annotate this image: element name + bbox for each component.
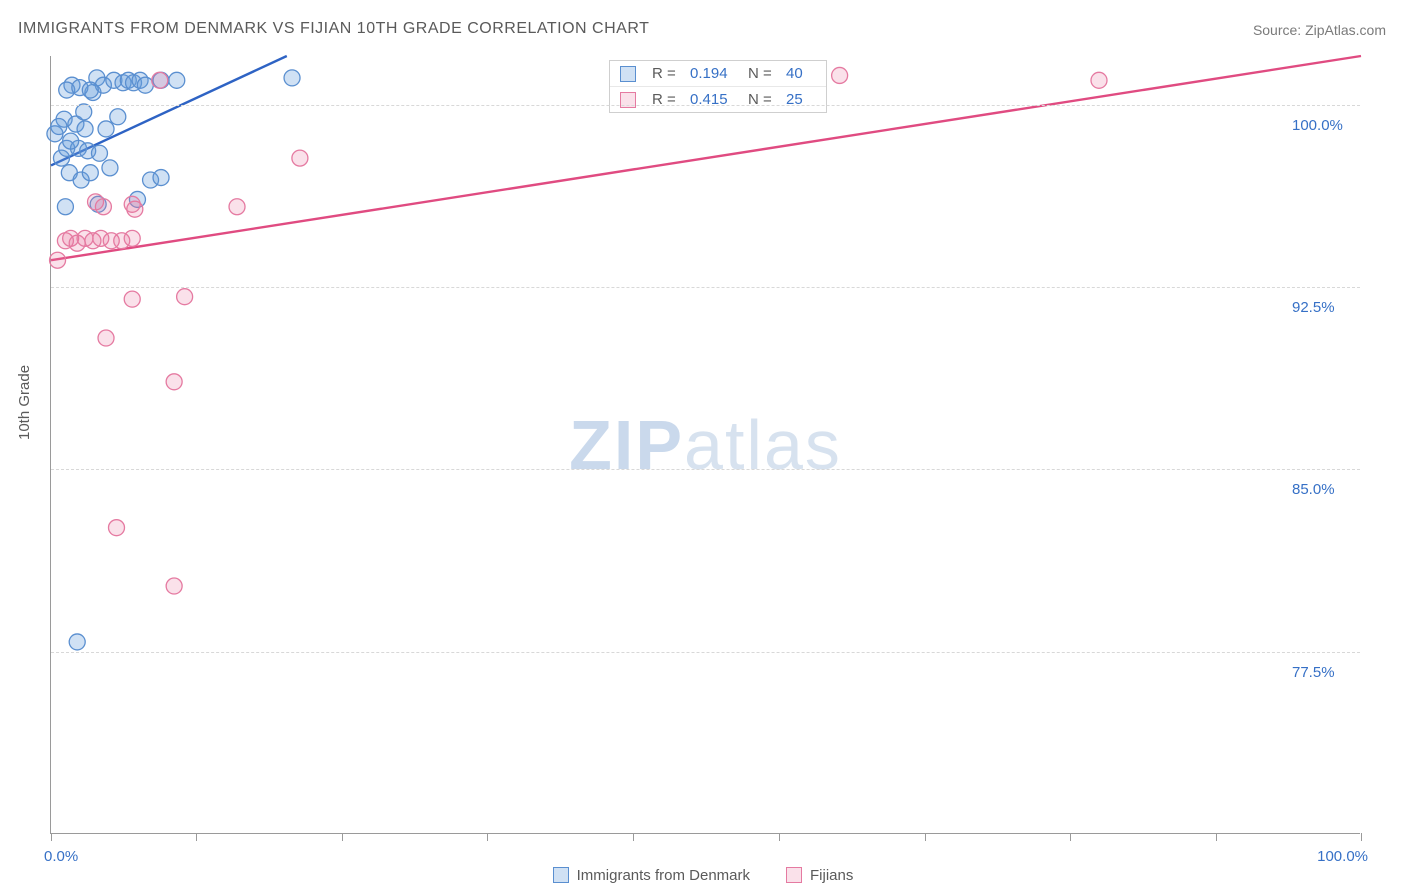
x-tick: [779, 833, 780, 841]
data-point: [166, 578, 182, 594]
x-tick: [342, 833, 343, 841]
x-tick: [51, 833, 52, 841]
data-point: [832, 67, 848, 83]
data-point: [76, 104, 92, 120]
data-point: [229, 199, 245, 215]
data-point: [63, 133, 79, 149]
data-point: [124, 291, 140, 307]
gridline: [51, 105, 1360, 106]
legend-swatch: [620, 66, 636, 82]
data-point: [292, 150, 308, 166]
data-point: [82, 165, 98, 181]
legend-swatch: [553, 867, 569, 883]
source-label: Source:: [1253, 22, 1305, 38]
data-point: [57, 199, 73, 215]
chart-svg: [51, 56, 1360, 833]
data-point: [51, 119, 67, 135]
y-tick-label: 100.0%: [1292, 117, 1343, 134]
data-point: [169, 72, 185, 88]
legend-row: R = 0.194 N = 40: [610, 61, 826, 86]
data-point: [1091, 72, 1107, 88]
x-legend-item: Immigrants from Denmark: [553, 867, 750, 884]
data-point: [152, 72, 168, 88]
x-axis-legend: Immigrants from Denmark Fijians: [0, 867, 1406, 884]
x-tick: [1070, 833, 1071, 841]
data-point: [110, 109, 126, 125]
x-tick: [487, 833, 488, 841]
x-tick: [1361, 833, 1362, 841]
data-point: [177, 289, 193, 305]
data-point: [82, 82, 98, 98]
gridline: [51, 469, 1360, 470]
x-tick: [1216, 833, 1217, 841]
x-legend-item: Fijians: [786, 867, 853, 884]
x-tick: [196, 833, 197, 841]
y-tick-label: 85.0%: [1292, 481, 1335, 498]
x-tick: [633, 833, 634, 841]
data-point: [124, 230, 140, 246]
data-point: [95, 199, 111, 215]
y-tick-label: 92.5%: [1292, 299, 1335, 316]
y-axis-label: 10th Grade: [16, 365, 33, 440]
legend-r-label: R =: [652, 65, 682, 82]
source-attribution: Source: ZipAtlas.com: [1253, 22, 1386, 38]
data-point: [91, 145, 107, 161]
x-min-label: 0.0%: [44, 848, 78, 865]
gridline: [51, 287, 1360, 288]
data-point: [102, 160, 118, 176]
x-legend-label: Fijians: [810, 867, 853, 884]
plot-area: ZIPatlas R =0.194N =40R =0.415N =25: [50, 56, 1360, 834]
x-legend-label: Immigrants from Denmark: [577, 867, 750, 884]
x-max-label: 100.0%: [1317, 848, 1368, 865]
data-point: [109, 520, 125, 536]
data-point: [69, 634, 85, 650]
source-link[interactable]: ZipAtlas.com: [1305, 22, 1386, 38]
data-point: [50, 252, 66, 268]
legend-r-value: 0.194: [690, 65, 740, 82]
data-point: [98, 330, 114, 346]
legend-n-label: N =: [748, 65, 778, 82]
data-point: [284, 70, 300, 86]
data-point: [98, 121, 114, 137]
chart-title: IMMIGRANTS FROM DENMARK VS FIJIAN 10TH G…: [18, 20, 649, 38]
legend-row: R =0.415N =25: [610, 86, 826, 112]
data-point: [137, 77, 153, 93]
gridline: [51, 652, 1360, 653]
data-point: [153, 170, 169, 186]
legend-n-value: 40: [786, 65, 816, 82]
data-point: [77, 121, 93, 137]
legend-swatch: [786, 867, 802, 883]
data-point: [166, 374, 182, 390]
data-point: [124, 196, 140, 212]
x-tick: [925, 833, 926, 841]
y-tick-label: 77.5%: [1292, 664, 1335, 681]
